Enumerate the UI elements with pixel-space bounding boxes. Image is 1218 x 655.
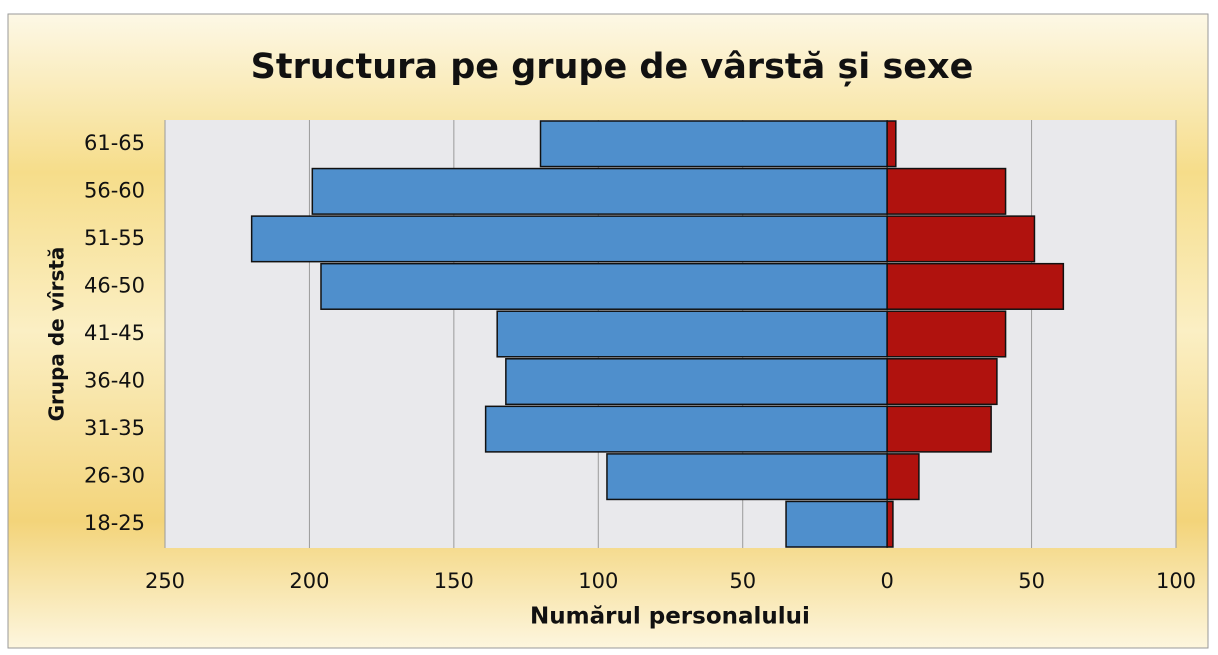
y-tick-label: 41-45 xyxy=(84,321,145,345)
y-tick-label: 18-25 xyxy=(84,511,145,535)
bar xyxy=(785,500,888,548)
x-tick-label: 0 xyxy=(880,569,893,593)
x-tick-label: 150 xyxy=(434,569,474,593)
bar xyxy=(886,405,992,453)
bar xyxy=(250,215,888,263)
bar xyxy=(505,358,888,406)
x-axis-label: Numărul personalului xyxy=(530,604,810,630)
bar xyxy=(496,310,888,358)
bar xyxy=(311,167,888,215)
bar xyxy=(886,453,920,501)
bar xyxy=(886,262,1065,310)
x-tick-label: 50 xyxy=(729,569,756,593)
y-tick-label: 46-50 xyxy=(84,273,145,297)
bar xyxy=(606,453,888,501)
bar xyxy=(886,358,998,406)
y-tick-label: 51-55 xyxy=(84,226,145,250)
bar xyxy=(539,120,888,168)
y-tick-label: 26-30 xyxy=(84,464,145,488)
y-tick-label: 36-40 xyxy=(84,369,145,393)
x-tick-label: 100 xyxy=(578,569,618,593)
y-tick-label: 56-60 xyxy=(84,178,145,202)
y-tick-label: 61-65 xyxy=(84,131,145,155)
chart-title: Structura pe grupe de vârstă și sexe xyxy=(251,47,974,87)
bar xyxy=(886,120,897,168)
bar xyxy=(886,167,1007,215)
bar xyxy=(886,215,1036,263)
x-tick-label: 50 xyxy=(1018,569,1045,593)
bar xyxy=(886,500,894,548)
x-tick-label: 250 xyxy=(145,569,185,593)
x-tick-label: 200 xyxy=(289,569,329,593)
bar xyxy=(484,405,888,453)
y-tick-label: 31-35 xyxy=(84,416,145,440)
bar xyxy=(886,310,1007,358)
x-tick-label: 100 xyxy=(1156,569,1196,593)
bar xyxy=(320,262,888,310)
y-axis-label: Grupa de vîrstă xyxy=(45,247,69,422)
